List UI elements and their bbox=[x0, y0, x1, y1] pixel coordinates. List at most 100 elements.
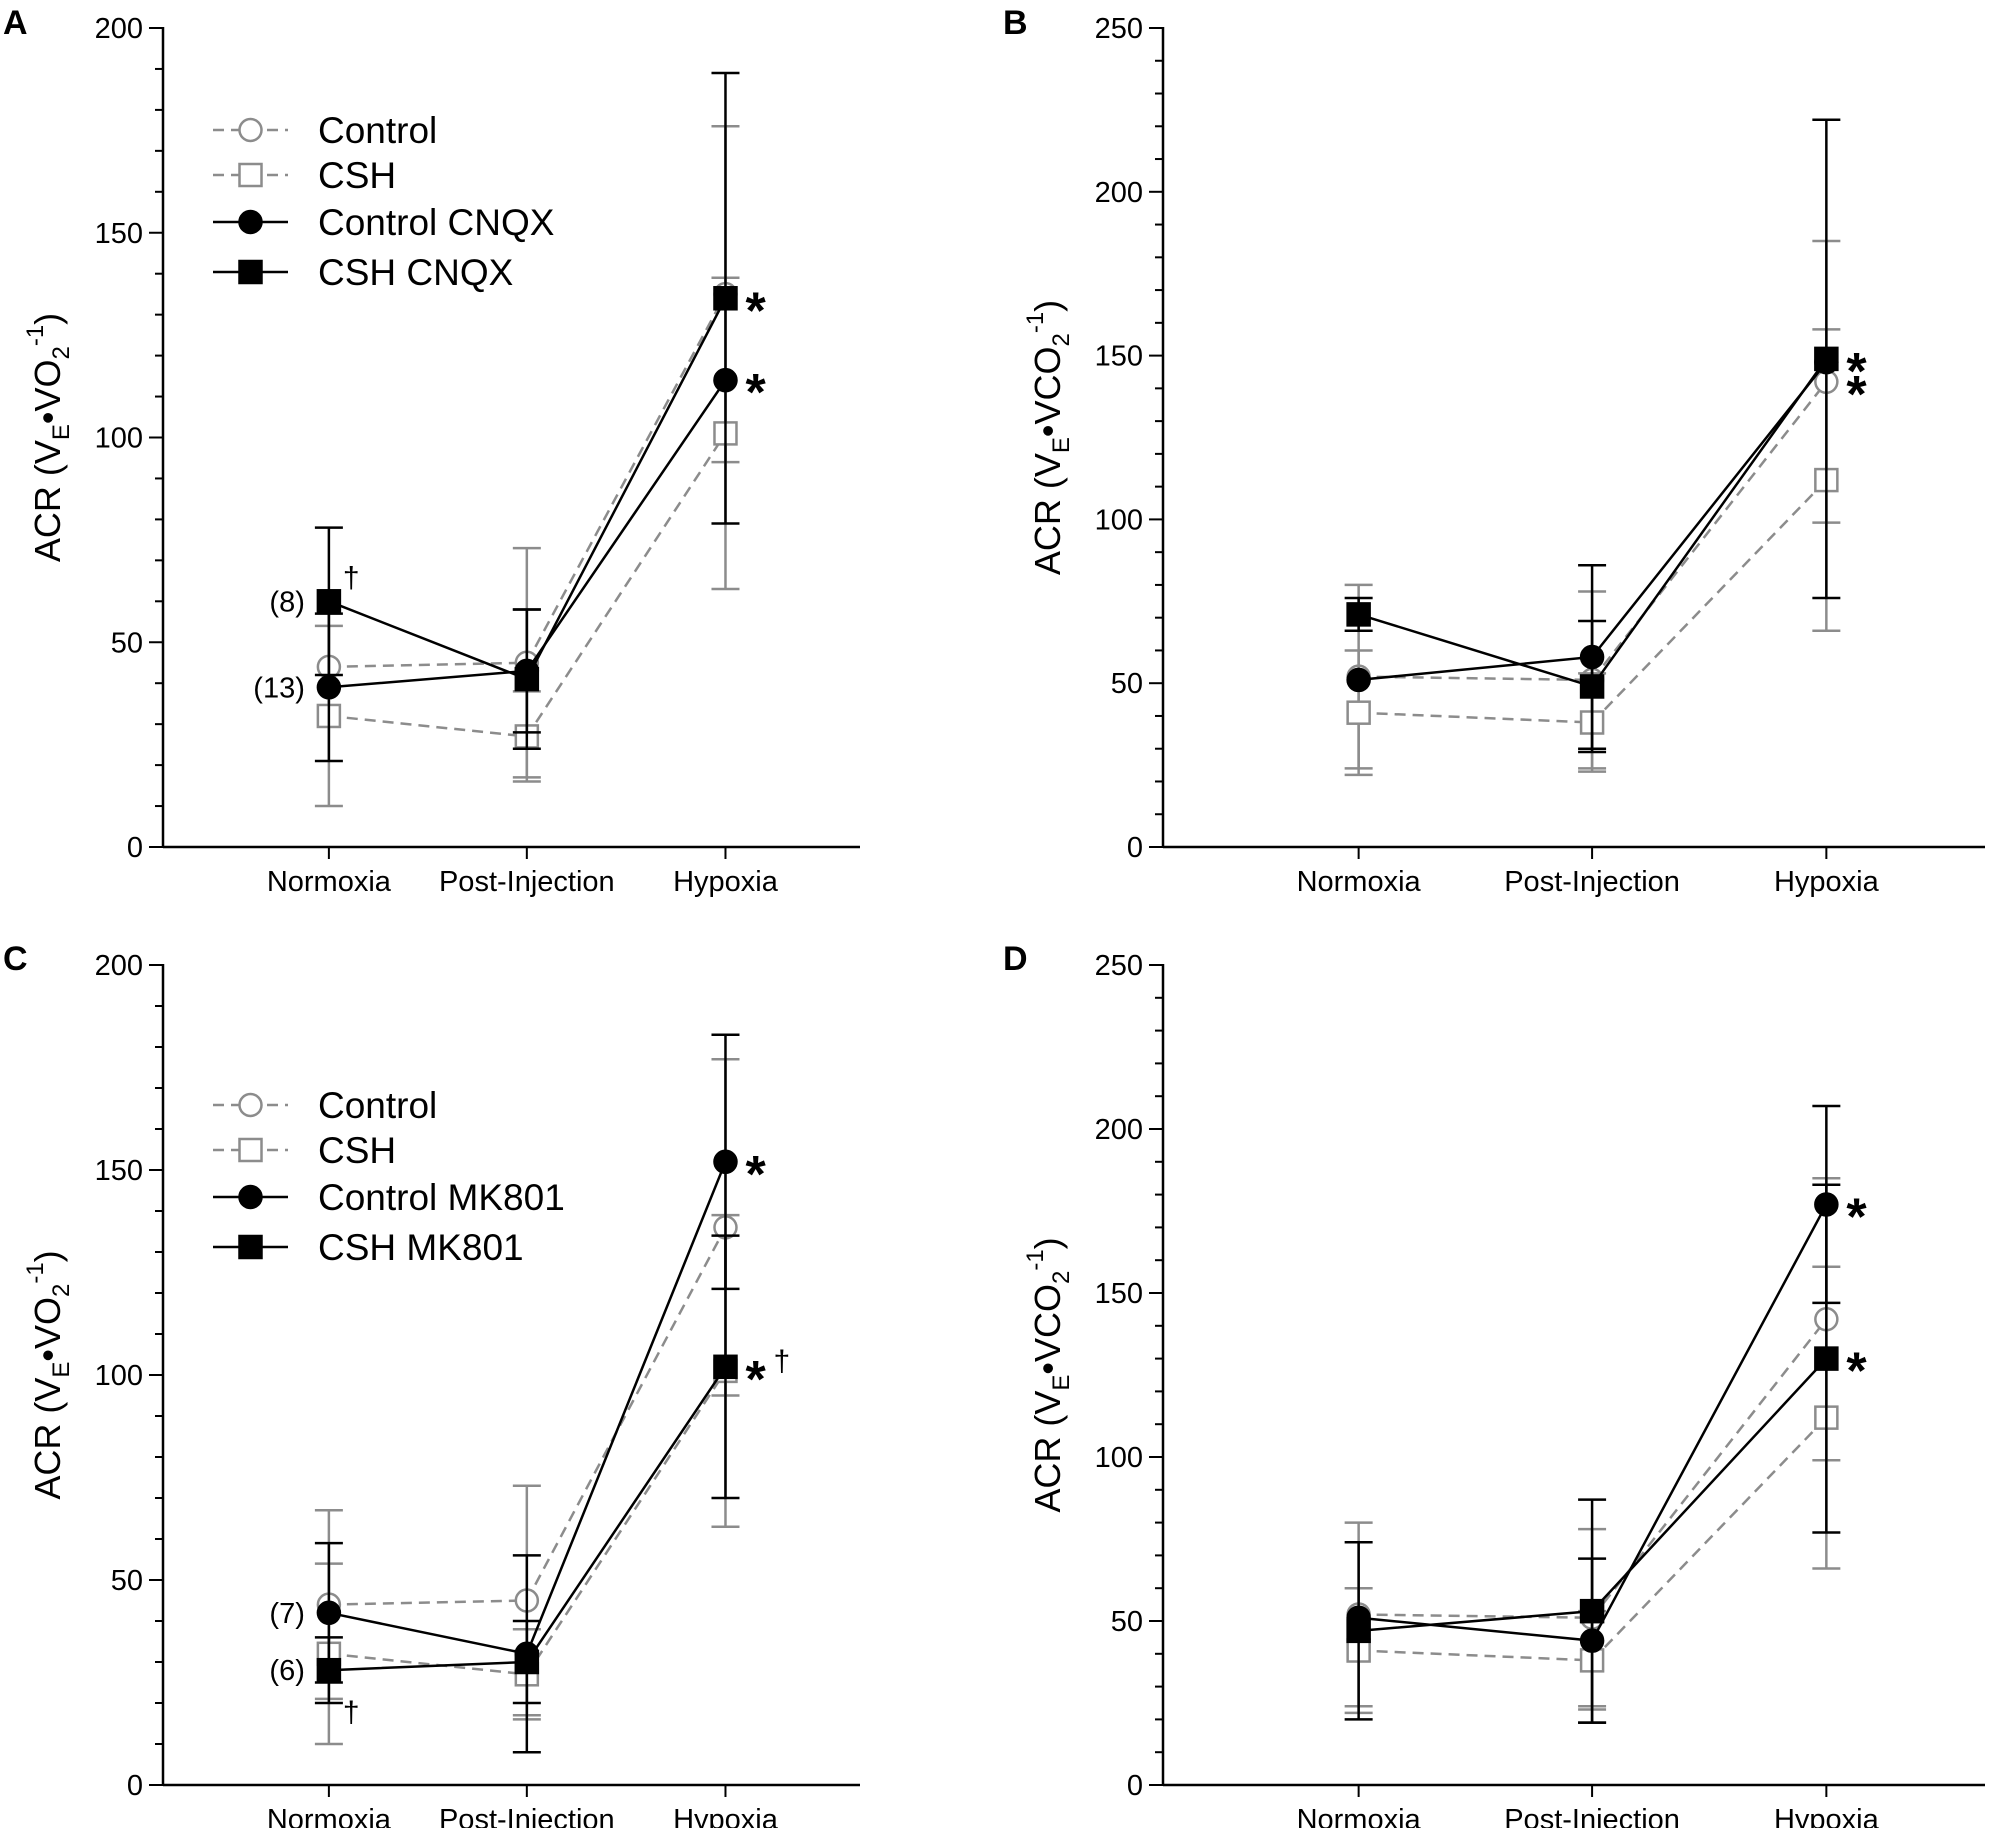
series-csh-cnqx bbox=[1344, 118, 1841, 754]
annotation-dagger: † bbox=[343, 561, 360, 594]
y-axis-title: ACR (VE•VO2-1) bbox=[22, 1250, 75, 1499]
data-point bbox=[1579, 1598, 1605, 1624]
y-axis-title-part: ) bbox=[1027, 300, 1068, 312]
panel-C: C 0 50 100 150 200 Normoxia Post-Injection Hypox… bbox=[3, 940, 860, 1828]
y-axis-title-part: E bbox=[48, 424, 75, 440]
series-line bbox=[1358, 479, 1828, 724]
y-axis-title-part: •VO bbox=[27, 1297, 68, 1362]
panel-letter: A bbox=[3, 4, 28, 42]
y-axis-title: ACR (VE•VO2-1) bbox=[22, 313, 75, 562]
y-axis-title-part: ACR (V bbox=[27, 1378, 68, 1500]
y-axis-title-part: -1 bbox=[22, 325, 49, 346]
y-axis-title-part: E bbox=[48, 1362, 75, 1378]
y-tick-label: 200 bbox=[1095, 177, 1143, 209]
y-axis-title-part: -1 bbox=[1022, 1249, 1049, 1270]
y-axis-title-part: •VCO bbox=[1027, 1284, 1068, 1375]
legend-marker bbox=[238, 1137, 263, 1163]
legend-label: Control bbox=[318, 1085, 437, 1126]
annotation-n: (13) bbox=[253, 672, 305, 704]
series-line bbox=[1358, 1318, 1828, 1619]
x-tick-label: Normoxia bbox=[1297, 866, 1422, 898]
y-tick-label: 150 bbox=[95, 1155, 143, 1187]
y-tick-label: 150 bbox=[1095, 1278, 1143, 1310]
y-axis-title-part: E bbox=[1048, 437, 1075, 453]
y-tick-label: 50 bbox=[1111, 668, 1143, 700]
annotation-star: * bbox=[745, 1146, 766, 1204]
annotation-star: * bbox=[745, 282, 766, 340]
y-axis-title-part: ) bbox=[27, 1250, 68, 1262]
data-point bbox=[316, 675, 342, 700]
annotation-star: * bbox=[745, 1351, 766, 1409]
legend-marker bbox=[238, 259, 263, 285]
y-axis-title-part: ) bbox=[1027, 1237, 1068, 1249]
annotation-star: * bbox=[1846, 1343, 1867, 1401]
y-tick-label: 200 bbox=[1095, 1114, 1143, 1146]
legend-marker bbox=[238, 1092, 263, 1118]
y-axis-title-part: ACR (V bbox=[1027, 453, 1068, 575]
y-axis-title: ACR (VE•VCO2-1) bbox=[1022, 300, 1075, 575]
data-point bbox=[514, 1649, 540, 1675]
y-axis-title-part: -1 bbox=[22, 1262, 49, 1283]
y-tick-label: 100 bbox=[1095, 504, 1143, 536]
y-tick-label: 100 bbox=[95, 1360, 143, 1392]
data-point bbox=[1814, 1346, 1839, 1371]
panel-D: D 0 50 100 150 200 250 Normoxia Post-Injection Hy… bbox=[1003, 940, 1985, 1828]
data-point bbox=[1814, 346, 1839, 372]
legend-label: Control CNQX bbox=[318, 202, 554, 243]
legend-label: CSH bbox=[318, 155, 396, 196]
data-point bbox=[1579, 674, 1605, 699]
y-tick-label: 50 bbox=[111, 1565, 143, 1597]
x-tick-label: Post-Injection bbox=[1504, 866, 1680, 898]
y-axis-title-part: ) bbox=[27, 313, 68, 325]
y-axis-title-part: ACR (V bbox=[1027, 1391, 1068, 1513]
x-tick-label: Hypoxia bbox=[1774, 1804, 1880, 1828]
y-axis-title-part: •VO bbox=[27, 360, 68, 425]
y-tick-label: 200 bbox=[95, 950, 143, 982]
y-axis-title-part: -1 bbox=[1022, 312, 1049, 333]
panel-A: A 0 50 100 150 200 Normoxia Post-Injection Hypox… bbox=[3, 4, 860, 898]
series-csh-mk801 bbox=[1344, 1183, 1841, 1724]
series-control-mk801 bbox=[1346, 1104, 1841, 1724]
y-tick-label: 50 bbox=[111, 627, 143, 659]
legend-label: Control bbox=[318, 110, 437, 151]
data-point bbox=[1346, 667, 1371, 693]
y-axis-title-part: 2 bbox=[48, 1284, 75, 1297]
panel-B: B 0 50 100 150 200 250 Normoxia Post-Injection Hy… bbox=[1003, 4, 1985, 898]
y-axis-title-part: •VCO bbox=[1027, 347, 1068, 438]
annotation-n: (8) bbox=[269, 586, 304, 618]
data-point bbox=[713, 1354, 738, 1380]
data-point bbox=[713, 286, 738, 311]
legend-marker bbox=[238, 162, 263, 188]
x-tick-label: Normoxia bbox=[267, 866, 392, 898]
y-tick-label: 0 bbox=[127, 832, 143, 864]
legend-marker bbox=[238, 117, 263, 143]
legend-marker bbox=[238, 1234, 263, 1260]
series-csh-cnqx bbox=[314, 71, 740, 750]
x-tick-label: Post-Injection bbox=[439, 1804, 615, 1828]
y-axis-title-part: E bbox=[1048, 1375, 1075, 1391]
data-point bbox=[1346, 700, 1371, 725]
annotation-star: * bbox=[745, 364, 766, 422]
annotation-n: (6) bbox=[269, 1655, 304, 1687]
data-point bbox=[713, 1149, 738, 1175]
data-point bbox=[316, 589, 342, 614]
y-axis-title-part: ACR (V bbox=[27, 440, 68, 562]
x-tick-label: Post-Injection bbox=[1504, 1804, 1680, 1828]
y-axis-title-part: 2 bbox=[1048, 333, 1075, 346]
series-csh-mk801 bbox=[314, 1234, 740, 1705]
x-tick-label: Normoxia bbox=[1297, 1804, 1422, 1828]
x-tick-label: Hypoxia bbox=[673, 866, 779, 898]
y-tick-label: 0 bbox=[1127, 1770, 1143, 1802]
data-point bbox=[316, 1600, 342, 1626]
data-point bbox=[1346, 1618, 1371, 1644]
legend-marker bbox=[238, 1184, 263, 1210]
y-tick-label: 250 bbox=[1095, 950, 1143, 982]
y-tick-label: 150 bbox=[95, 218, 143, 250]
series-line bbox=[328, 293, 727, 669]
legend-label: CSH MK801 bbox=[318, 1227, 524, 1268]
y-axis-title: ACR (VE•VCO2-1) bbox=[1022, 1237, 1075, 1512]
y-axis-title-part: 2 bbox=[48, 346, 75, 359]
panel-letter: B bbox=[1003, 4, 1028, 42]
